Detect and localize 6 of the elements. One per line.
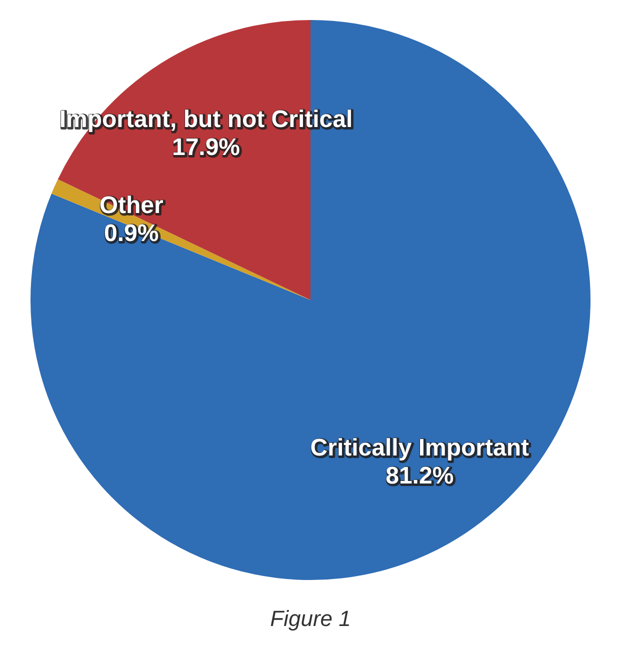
slice-label: Other <box>99 192 164 220</box>
caption: Figure 1 <box>270 606 351 632</box>
data-label: 0.9% <box>105 221 160 248</box>
data-label: 17.9% <box>172 134 242 162</box>
slice-label: Critically Important <box>310 434 530 462</box>
data-label: 81.2% <box>386 463 455 490</box>
